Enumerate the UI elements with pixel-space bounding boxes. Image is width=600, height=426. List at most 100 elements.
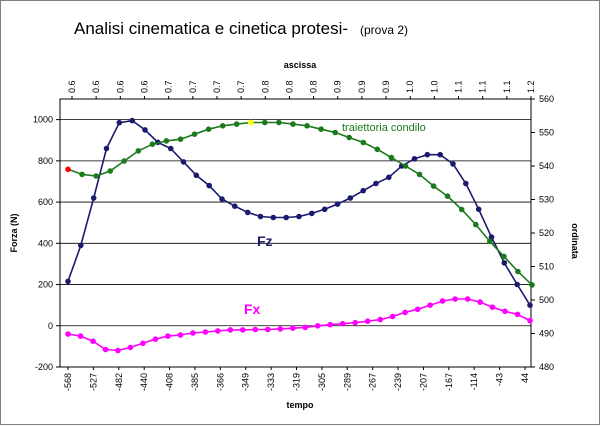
data-point-fz — [65, 278, 71, 285]
data-point-traiettoria-condilo — [290, 121, 296, 127]
data-point-fx — [240, 327, 246, 333]
x2-tick-label: 0.6 — [67, 80, 77, 93]
data-point-fz — [321, 206, 328, 213]
data-point-fx — [452, 296, 458, 302]
bottom-axis: -568 -527 -482 -440 -408 -385 -366 -349 -333 -319… — [63, 367, 530, 391]
x2-tick-label: 0.7 — [236, 80, 246, 93]
data-point-fx — [102, 346, 109, 353]
y2-tick-label: 480 — [539, 362, 554, 372]
data-point-fx — [427, 302, 433, 309]
x2-tick-label: 1.0 — [429, 80, 439, 93]
y-tick-label: 0 — [48, 321, 53, 331]
data-point-fx — [489, 304, 496, 311]
x2-tick-label: 1.1 — [502, 80, 512, 93]
data-point-fz — [270, 214, 277, 221]
data-point-fz — [424, 151, 431, 158]
x2-tick-label: 1.1 — [478, 80, 488, 93]
x2-tick-label: 0.7 — [188, 80, 198, 93]
x2-tick-label: 0.7 — [164, 80, 174, 93]
data-point-traiettoria-condilo — [107, 168, 113, 174]
data-point-fz — [90, 195, 97, 201]
data-point-fx — [414, 306, 421, 313]
data-point-fz — [167, 145, 174, 152]
x-tick-label: -289 — [342, 373, 352, 391]
x-tick-label: -239 — [393, 373, 403, 391]
data-point-fx — [377, 316, 384, 323]
data-point-traiettoria-condilo — [219, 123, 226, 129]
plot-area — [59, 98, 532, 368]
data-point-traiettoria-condilo — [79, 171, 85, 178]
data-point-fz — [514, 281, 520, 288]
data-point-traiettoria-condilo — [304, 123, 310, 129]
x-tick-label: -349 — [241, 373, 251, 391]
x2-tick-label: 0.6 — [91, 80, 101, 93]
y-axis-title: Forza (N) — [9, 214, 19, 253]
series-line-fx — [67, 298, 531, 352]
y-tick-label: 200 — [38, 280, 53, 290]
y-tick-label: 800 — [38, 156, 53, 166]
data-point-fx — [77, 333, 84, 339]
x2-tick-label: 0.6 — [139, 80, 149, 93]
y2-axis-title: ordinata — [570, 223, 580, 259]
data-point-fz — [206, 182, 212, 189]
data-point-traiettoria-condilo — [233, 121, 240, 127]
data-point-traiettoria-condilo — [416, 171, 423, 178]
y2-tick-label: 550 — [539, 128, 554, 138]
x-tick-label: -527 — [88, 373, 98, 391]
data-point-traiettoria-condilo — [177, 136, 184, 142]
data-point-fx — [302, 324, 309, 331]
data-point-traiettoria-condilo — [388, 154, 395, 161]
y2-tick-label: 510 — [539, 262, 554, 272]
y-tick-label: 1000 — [33, 115, 53, 125]
data-point-fz — [116, 119, 123, 126]
data-point-fx — [277, 326, 284, 332]
data-point-fz — [475, 206, 482, 213]
data-point-traiettoria-condilo — [191, 131, 198, 137]
data-point-fz — [450, 161, 456, 167]
data-point-fz — [193, 172, 200, 179]
data-point-fx — [389, 313, 396, 320]
x-tick-label: -43 — [495, 373, 505, 386]
series-label-condilo: traiettoria condilo — [342, 122, 426, 134]
data-point-fz — [232, 203, 238, 209]
x2-tick-label: 0.9 — [357, 80, 367, 93]
data-point-fx — [327, 321, 334, 328]
x-tick-label: -207 — [418, 373, 428, 391]
x-tick-label: 44 — [520, 373, 530, 383]
data-point-fz — [257, 213, 264, 220]
data-point-fx — [177, 332, 184, 338]
x-tick-label: -167 — [444, 373, 454, 391]
y2-tick-label: 530 — [539, 195, 554, 205]
y2-tick-label: 500 — [539, 295, 554, 305]
data-point-traiettoria-condilo — [473, 221, 479, 228]
data-point-traiettoria-condilo — [248, 119, 254, 126]
x-tick-label: -366 — [215, 373, 225, 391]
data-point-fx — [252, 326, 259, 333]
chart-subtitle: (prova 2) — [360, 23, 408, 37]
x2-tick-label: 1.1 — [454, 80, 464, 93]
data-point-fx — [514, 311, 521, 318]
y2-tick-label: 490 — [539, 329, 554, 339]
gridlines — [60, 119, 531, 368]
data-point-fx — [290, 325, 296, 332]
data-point-fx — [502, 308, 508, 315]
x-tick-label: -408 — [165, 373, 175, 391]
x2-tick-label: 0.6 — [115, 80, 125, 93]
y-tick-label: 400 — [38, 238, 53, 248]
data-point-fz — [334, 201, 341, 207]
data-point-fx — [202, 329, 209, 335]
data-point-fz — [219, 196, 225, 202]
data-point-traiettoria-condilo — [262, 119, 268, 126]
data-point-traiettoria-condilo — [360, 139, 367, 146]
data-point-fz — [283, 214, 290, 221]
data-point-traiettoria-condilo — [515, 268, 521, 275]
x-tick-label: -267 — [368, 373, 378, 391]
data-point-fz — [142, 127, 148, 133]
x2-tick-label: 0.8 — [309, 80, 319, 93]
y-tick-label: -200 — [35, 362, 53, 372]
data-point-fz — [437, 151, 444, 158]
data-point-fz — [373, 180, 379, 187]
data-point-traiettoria-condilo — [135, 148, 142, 154]
data-point-traiettoria-condilo — [346, 134, 353, 141]
